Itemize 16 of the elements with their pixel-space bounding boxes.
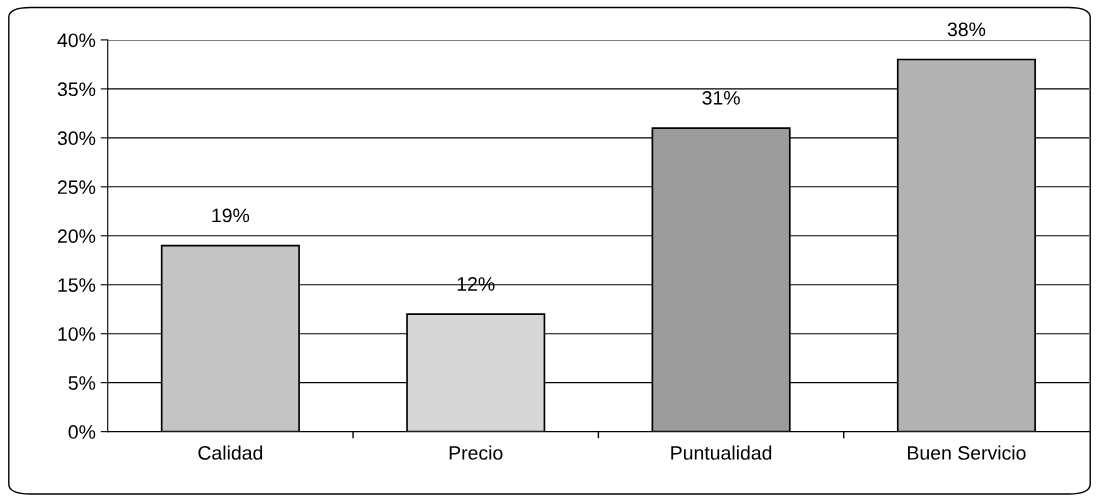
x-tick-label: Puntualidad — [671, 445, 772, 460]
y-tick-label: 10% — [58, 327, 96, 341]
y-tick-label: 5% — [68, 376, 96, 390]
x-tick-label: Calidad — [198, 445, 263, 460]
data-label: 31% — [702, 91, 740, 105]
y-tick-label: 20% — [57, 229, 96, 244]
data-label: 19% — [212, 208, 250, 223]
y-tick-label: 15% — [58, 278, 96, 292]
data-label: 38% — [947, 22, 986, 37]
x-tick-label: Buen Servicio — [908, 445, 1026, 460]
y-tick-label: 0% — [68, 425, 96, 439]
y-tick-label: 25% — [57, 180, 96, 195]
x-tick-label: Precio — [449, 445, 503, 460]
y-tick-label: 30% — [57, 131, 96, 146]
y-tick-label: 40% — [57, 33, 96, 48]
y-tick-label: 35% — [57, 82, 96, 97]
